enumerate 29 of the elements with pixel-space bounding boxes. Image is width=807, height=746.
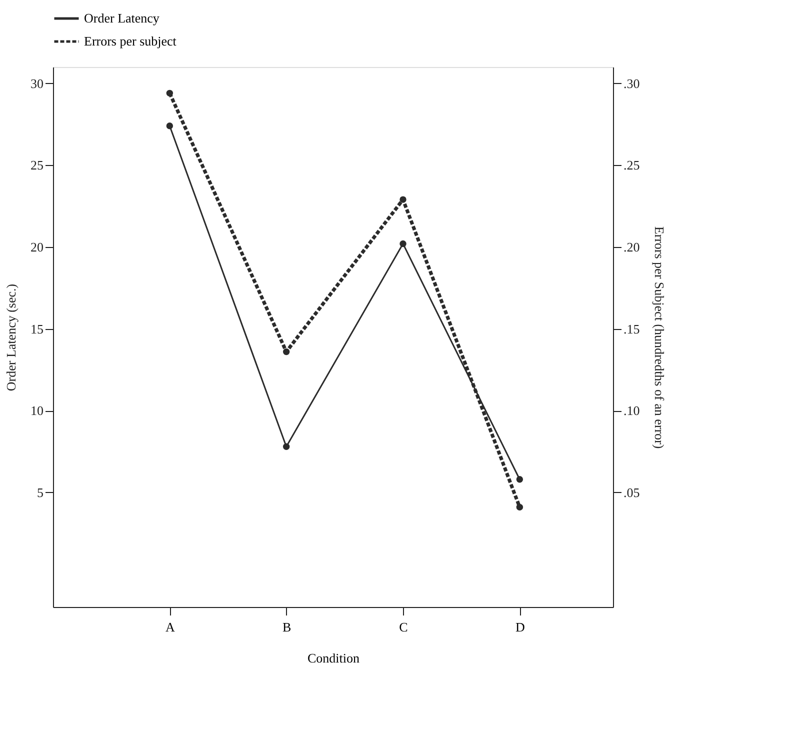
point (282, 443, 290, 450)
y-tick-label: 5 (37, 484, 44, 500)
y-tick-label: 20 (30, 240, 44, 254)
y2-tick-label: .20 (624, 240, 640, 254)
x-tick-label: A (165, 620, 176, 634)
point (400, 196, 406, 203)
point (516, 504, 524, 511)
y2-axis-title: Errors per Subject (hundredths of an error) (652, 226, 667, 449)
x-tick-label: D (515, 620, 525, 634)
y2-tick-label: .10 (624, 403, 640, 418)
x-axis-title: Condition (307, 650, 360, 666)
y2-tick-label: .05 (624, 484, 640, 500)
y-axis-title: Order Latency (sec.) (4, 284, 18, 392)
y2-tick-label: .30 (624, 76, 640, 91)
x-tick-label: B (282, 620, 292, 634)
y-tick-label: 10 (30, 403, 44, 418)
point (166, 90, 174, 97)
y2-tick-label: .15 (624, 321, 640, 336)
x-tick-label: C (399, 620, 408, 634)
y-tick-label: 30 (30, 76, 44, 91)
y-tick-label: 25 (30, 158, 44, 173)
legend-label: Order Latency (84, 10, 160, 26)
legend-label: Errors per subject (84, 34, 177, 48)
point (166, 122, 174, 130)
point (400, 240, 406, 248)
y-tick-label: 15 (30, 321, 44, 336)
point (516, 476, 524, 483)
point (282, 348, 290, 356)
y2-tick-label: .25 (624, 158, 640, 173)
